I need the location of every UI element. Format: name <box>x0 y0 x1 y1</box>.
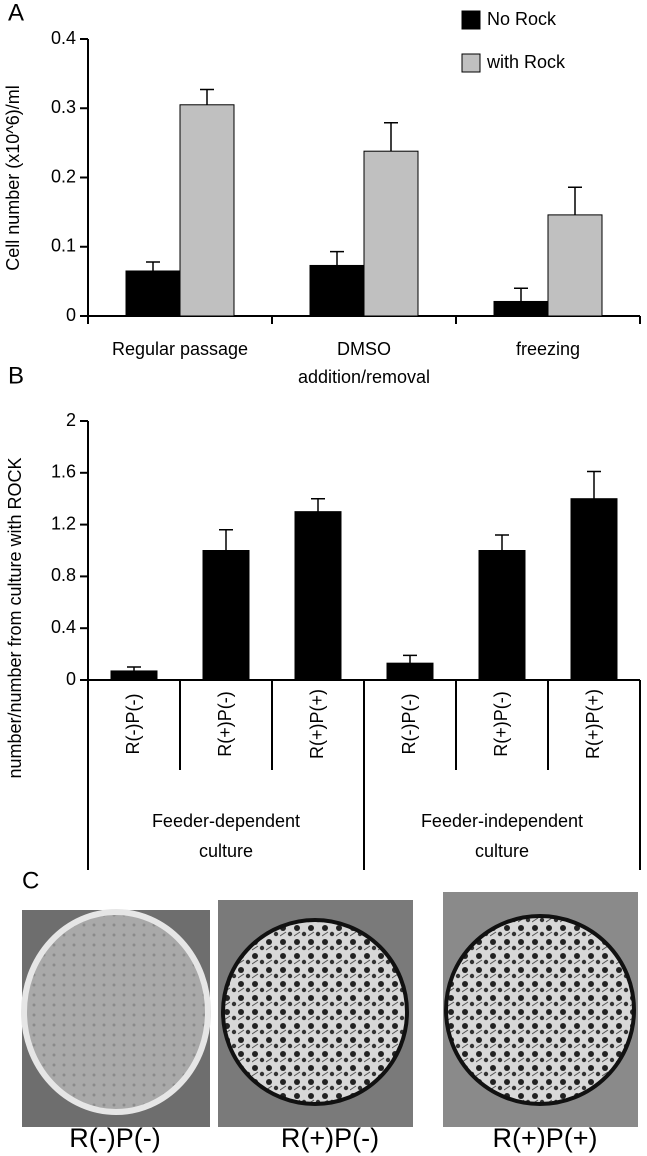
bar <box>570 498 618 681</box>
error-bar <box>200 88 214 105</box>
legend-swatch <box>461 53 481 73</box>
error-bar <box>146 261 160 271</box>
x-tick-label: R(-)P(-) <box>399 694 419 755</box>
error-bar <box>495 534 509 551</box>
image-label: R(-)P(-) <box>69 1123 160 1153</box>
image-label: R(+)P(-) <box>281 1123 379 1153</box>
dish <box>21 909 211 1115</box>
x-tick-label: R(+)P(+) <box>583 689 603 759</box>
group-label: culture <box>199 841 253 861</box>
legend-swatch <box>461 10 481 30</box>
error-bar <box>587 470 601 499</box>
panel-label: A <box>8 0 24 26</box>
bar <box>493 300 549 317</box>
bar <box>110 670 158 681</box>
error-bar <box>219 529 233 551</box>
error-bar <box>514 287 528 302</box>
y-tick-label: 0.3 <box>51 97 76 117</box>
x-tick-label: R(+)P(-) <box>215 691 235 757</box>
error-bar <box>311 497 325 512</box>
x-tick-label: addition/removal <box>298 367 430 387</box>
panel-label: C <box>22 867 39 894</box>
error-bar <box>127 666 141 671</box>
y-tick-label: 0.4 <box>51 28 76 48</box>
error-bar <box>384 122 398 152</box>
y-axis-label: number/number from culture with ROCK <box>5 457 25 778</box>
legend-label: No Rock <box>487 9 557 29</box>
panel-label: B <box>8 362 24 389</box>
bar <box>179 104 235 317</box>
y-tick-label: 0 <box>66 305 76 325</box>
y-tick-label: 0.8 <box>51 565 76 585</box>
y-tick-label: 0.2 <box>51 166 76 186</box>
dish <box>221 918 409 1106</box>
x-tick-label: DMSO <box>337 339 391 359</box>
legend-label: with Rock <box>486 52 566 72</box>
dish <box>444 914 636 1106</box>
x-tick-label: R(+)P(+) <box>307 689 327 759</box>
x-tick-label: R(+)P(-) <box>491 691 511 757</box>
bar <box>294 511 342 681</box>
group-label: Feeder-dependent <box>152 811 300 831</box>
y-tick-label: 0 <box>66 669 76 689</box>
x-tick-label: freezing <box>516 339 580 359</box>
x-tick-label: R(-)P(-) <box>123 694 143 755</box>
bar <box>386 662 434 681</box>
image-label: R(+)P(+) <box>492 1123 597 1153</box>
bar <box>547 214 603 317</box>
y-tick-label: 2 <box>66 410 76 430</box>
y-tick-label: 0.4 <box>51 617 76 637</box>
error-bar <box>403 654 417 664</box>
error-bar <box>330 250 344 266</box>
bar <box>309 264 365 317</box>
x-tick-label: Regular passage <box>112 339 248 359</box>
group-label: Feeder-independent <box>421 811 583 831</box>
group-label: culture <box>475 841 529 861</box>
panel-c-images <box>21 892 638 1127</box>
y-tick-label: 1.6 <box>51 462 76 482</box>
bar <box>202 550 250 681</box>
y-tick-label: 0.1 <box>51 236 76 256</box>
error-bar <box>568 186 582 215</box>
bar <box>125 270 181 317</box>
y-tick-label: 1.2 <box>51 513 76 533</box>
bar <box>363 150 419 317</box>
bar <box>478 550 526 681</box>
y-axis-label: Cell number (x10^6)/ml <box>3 85 23 271</box>
